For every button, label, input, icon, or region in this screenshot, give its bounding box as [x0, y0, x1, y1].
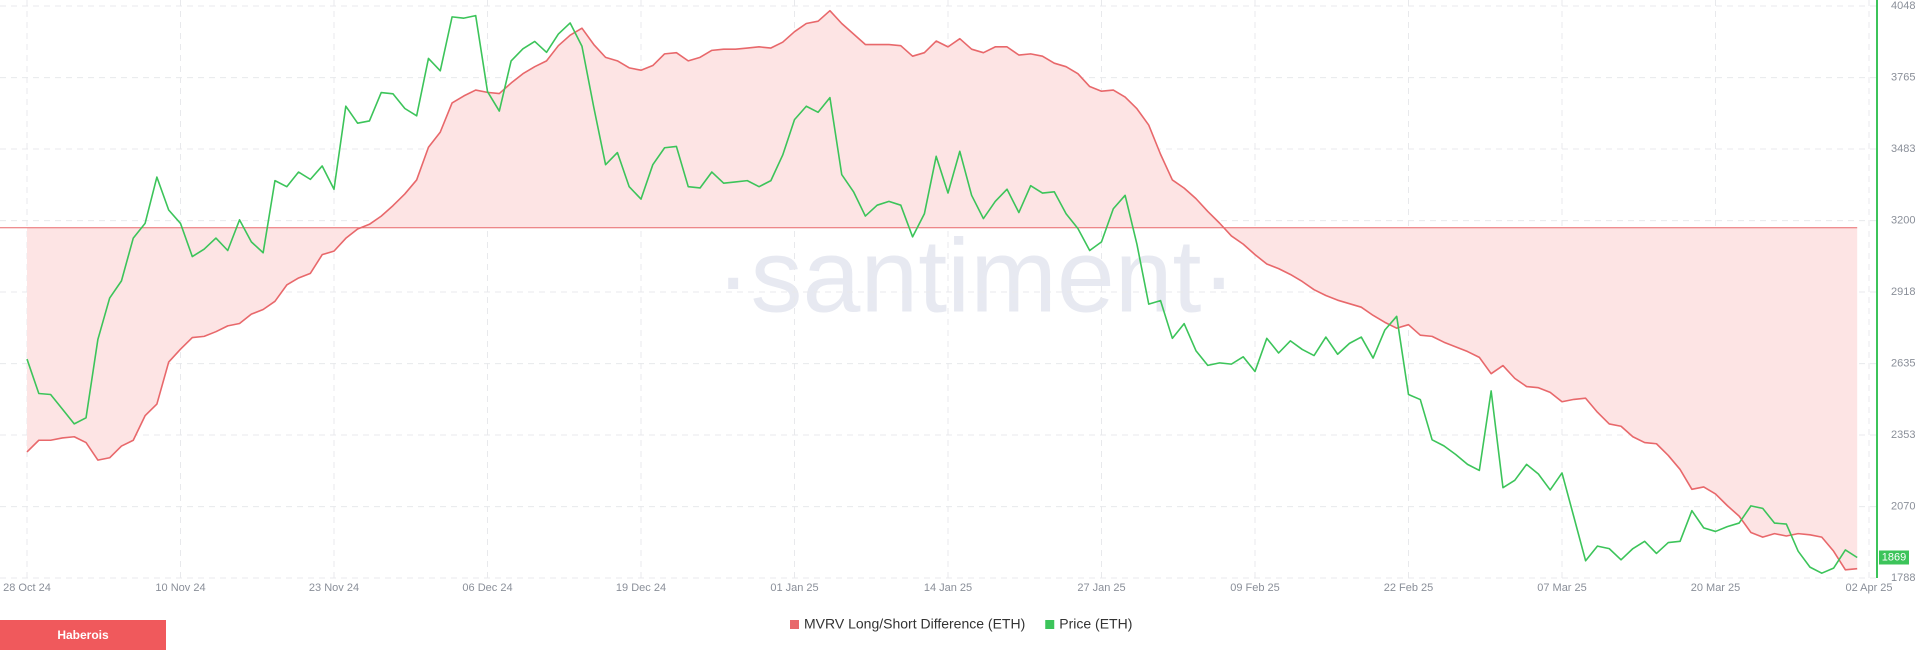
area: [27, 10, 1858, 570]
x-tick-label: 02 Apr 25: [1845, 582, 1892, 594]
x-tick-label: 20 Mar 25: [1691, 582, 1741, 594]
y2-tick-label: 4048: [1891, 0, 1915, 12]
x-tick-label: 22 Feb 25: [1384, 582, 1434, 594]
legend-label: Price (ETH): [1059, 616, 1132, 632]
y2-tick-label: 2918: [1891, 286, 1915, 298]
x-tick-label: 06 Dec 24: [462, 582, 512, 594]
legend-swatch: [1045, 620, 1055, 629]
y2-tick-label: 3483: [1891, 143, 1915, 155]
y2-tick-label: 2353: [1891, 429, 1915, 441]
last-value-label: 1869: [1882, 551, 1906, 563]
x-tick-label: 01 Jan 25: [770, 582, 818, 594]
x-tick-label: 27 Jan 25: [1077, 582, 1125, 594]
last-value-badge: [1879, 550, 1909, 565]
x-tick-label: 19 Dec 24: [616, 582, 666, 594]
x-tick-label: 09 Feb 25: [1230, 582, 1280, 594]
y2-tick-label: 2635: [1891, 358, 1915, 370]
x-tick-label: 23 Nov 24: [309, 582, 359, 594]
y2-tick-label: 1788: [1891, 572, 1915, 584]
legend-label: MVRV Long/Short Difference (ETH): [804, 616, 1025, 632]
y2-tick-label: 3765: [1891, 72, 1915, 84]
y2-tick-label: 2070: [1891, 501, 1915, 513]
x-tick-label: 07 Mar 25: [1537, 582, 1587, 594]
x-tick-label: 10 Nov 24: [155, 582, 205, 594]
y2-tick-label: 3200: [1891, 215, 1915, 227]
button-label[interactable]: Haberois: [57, 628, 109, 642]
legend-swatch: [790, 620, 799, 629]
button[interactable]: [0, 620, 166, 650]
line: [26, 9, 1858, 571]
x-tick-label: 28 Oct 24: [3, 582, 51, 594]
x-tick-label: 14 Jan 25: [924, 582, 972, 594]
line: [26, 14, 1858, 574]
legend: MVRV Long/Short Difference (ETH) Price (E…: [790, 616, 1132, 632]
watermark: ·santiment·: [716, 218, 1236, 334]
